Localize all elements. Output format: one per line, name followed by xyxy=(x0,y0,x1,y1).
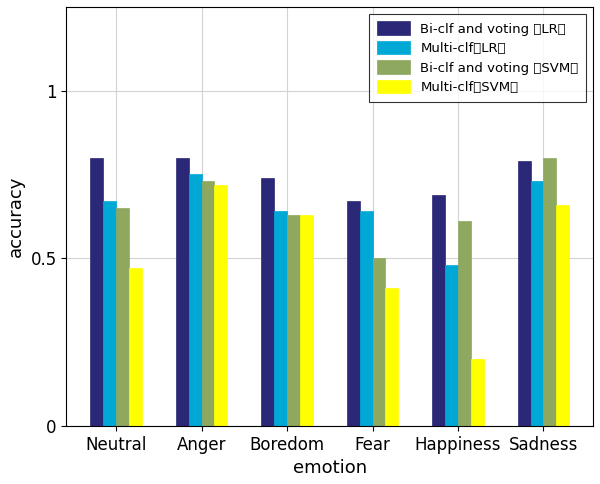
Bar xyxy=(116,208,129,426)
Bar xyxy=(530,181,544,426)
Bar xyxy=(458,221,471,426)
Bar xyxy=(518,161,530,426)
Bar xyxy=(544,158,556,426)
Bar xyxy=(103,201,116,426)
Bar xyxy=(91,158,103,426)
Bar xyxy=(359,212,373,426)
Bar xyxy=(202,181,214,426)
Legend: Bi-clf and voting （LR）, Multi-clf（LR）, Bi-clf and voting （SVM）, Multi-clf（SVM）: Bi-clf and voting （LR）, Multi-clf（LR）, B… xyxy=(369,14,586,102)
Bar xyxy=(129,268,142,426)
Bar xyxy=(373,258,385,426)
Y-axis label: accuracy: accuracy xyxy=(7,176,25,257)
Bar xyxy=(347,201,359,426)
Bar xyxy=(445,265,458,426)
Bar xyxy=(214,184,227,426)
Bar xyxy=(433,195,445,426)
X-axis label: emotion: emotion xyxy=(293,459,367,477)
Bar xyxy=(300,215,313,426)
Bar xyxy=(287,215,300,426)
Bar xyxy=(176,158,189,426)
Bar xyxy=(471,359,484,426)
Bar xyxy=(556,205,569,426)
Bar xyxy=(385,288,398,426)
Bar xyxy=(262,178,274,426)
Bar xyxy=(189,174,202,426)
Bar xyxy=(274,212,287,426)
